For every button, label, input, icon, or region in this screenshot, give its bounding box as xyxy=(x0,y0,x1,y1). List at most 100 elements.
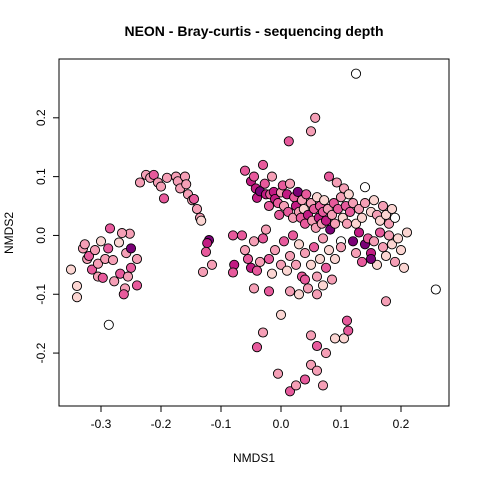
data-point xyxy=(343,325,354,336)
data-point xyxy=(308,242,320,253)
data-point xyxy=(242,253,254,265)
data-point xyxy=(343,189,354,200)
data-point xyxy=(196,215,207,226)
data-point xyxy=(365,253,377,265)
data-point xyxy=(380,250,392,262)
data-point xyxy=(320,215,332,226)
data-point xyxy=(347,198,359,209)
data-point xyxy=(79,239,90,250)
x-tick-label: -0.1 xyxy=(211,417,232,431)
data-point xyxy=(71,280,83,292)
data-point xyxy=(389,256,401,267)
y-axis-label: NMDS2 xyxy=(2,212,16,254)
y-tick-label: -0.1 xyxy=(34,284,48,305)
data-point xyxy=(311,365,323,376)
data-point xyxy=(398,262,410,273)
data-point xyxy=(263,286,275,297)
data-point xyxy=(347,236,359,247)
data-point xyxy=(236,230,248,241)
data-point xyxy=(287,230,299,241)
data-point xyxy=(131,253,143,265)
data-point xyxy=(359,198,371,209)
data-point xyxy=(272,368,284,379)
data-point xyxy=(263,200,275,212)
data-point xyxy=(368,236,380,247)
data-point xyxy=(344,206,356,217)
data-point xyxy=(197,266,209,277)
data-point xyxy=(65,264,77,275)
data-point xyxy=(116,228,128,239)
data-point xyxy=(257,327,269,338)
data-point xyxy=(329,333,341,344)
y-axis: -0.2 -0.1 0.0 0.1 0.2 xyxy=(34,109,59,363)
data-point xyxy=(248,283,260,294)
x-axis: -0.3 -0.2 -0.1 0.0 0.1 0.2 xyxy=(91,406,410,431)
data-point xyxy=(103,243,114,254)
data-point xyxy=(299,248,311,259)
data-point xyxy=(311,340,323,352)
data-point xyxy=(125,243,137,254)
data-point xyxy=(356,212,368,223)
data-point xyxy=(278,236,290,247)
data-point xyxy=(239,165,251,176)
data-point xyxy=(275,309,287,320)
data-point xyxy=(275,259,287,270)
data-point xyxy=(292,186,303,197)
data-point xyxy=(326,274,338,285)
data-point xyxy=(181,179,192,190)
x-axis-label: NMDS1 xyxy=(233,451,275,465)
data-point xyxy=(200,246,212,257)
data-point xyxy=(371,259,383,270)
data-point xyxy=(430,284,441,295)
data-point xyxy=(89,245,101,256)
y-tick-label: -0.2 xyxy=(34,342,48,363)
data-point xyxy=(305,359,317,370)
data-point xyxy=(311,271,323,282)
data-point xyxy=(299,274,311,285)
data-point xyxy=(290,259,302,270)
data-point xyxy=(284,250,296,262)
data-point xyxy=(341,218,353,229)
data-point xyxy=(293,239,305,250)
data-point xyxy=(331,177,342,188)
data-point xyxy=(257,233,269,244)
data-point xyxy=(374,215,386,226)
data-point xyxy=(202,238,213,249)
data-point xyxy=(113,237,125,248)
data-point xyxy=(350,248,362,259)
data-point xyxy=(248,171,260,182)
data-point xyxy=(293,289,305,300)
data-point xyxy=(380,209,392,220)
data-point xyxy=(317,280,329,291)
data-point xyxy=(377,242,389,253)
scatter-points xyxy=(65,68,441,397)
data-point xyxy=(118,289,129,300)
data-point xyxy=(302,283,314,294)
data-point xyxy=(251,342,263,353)
data-point xyxy=(377,200,389,212)
data-point xyxy=(125,262,137,273)
data-point xyxy=(374,227,386,238)
y-tick-label: 0.1 xyxy=(34,168,48,185)
plot-frame xyxy=(58,58,450,407)
data-point xyxy=(395,245,407,256)
data-point xyxy=(317,233,329,244)
data-point xyxy=(257,159,269,170)
data-point xyxy=(383,218,395,229)
data-point xyxy=(284,386,296,397)
data-point xyxy=(383,230,395,241)
data-point xyxy=(109,276,120,287)
x-tick-label: 0.0 xyxy=(273,417,290,431)
data-point xyxy=(323,171,335,182)
data-point xyxy=(386,239,398,250)
data-point xyxy=(107,255,119,266)
data-point xyxy=(134,177,146,188)
data-point xyxy=(104,223,116,234)
data-point xyxy=(148,169,159,180)
data-point xyxy=(158,193,170,204)
data-point xyxy=(305,126,317,137)
data-point xyxy=(191,203,203,215)
data-point xyxy=(269,245,281,256)
data-point xyxy=(329,218,341,229)
data-point xyxy=(319,195,330,206)
